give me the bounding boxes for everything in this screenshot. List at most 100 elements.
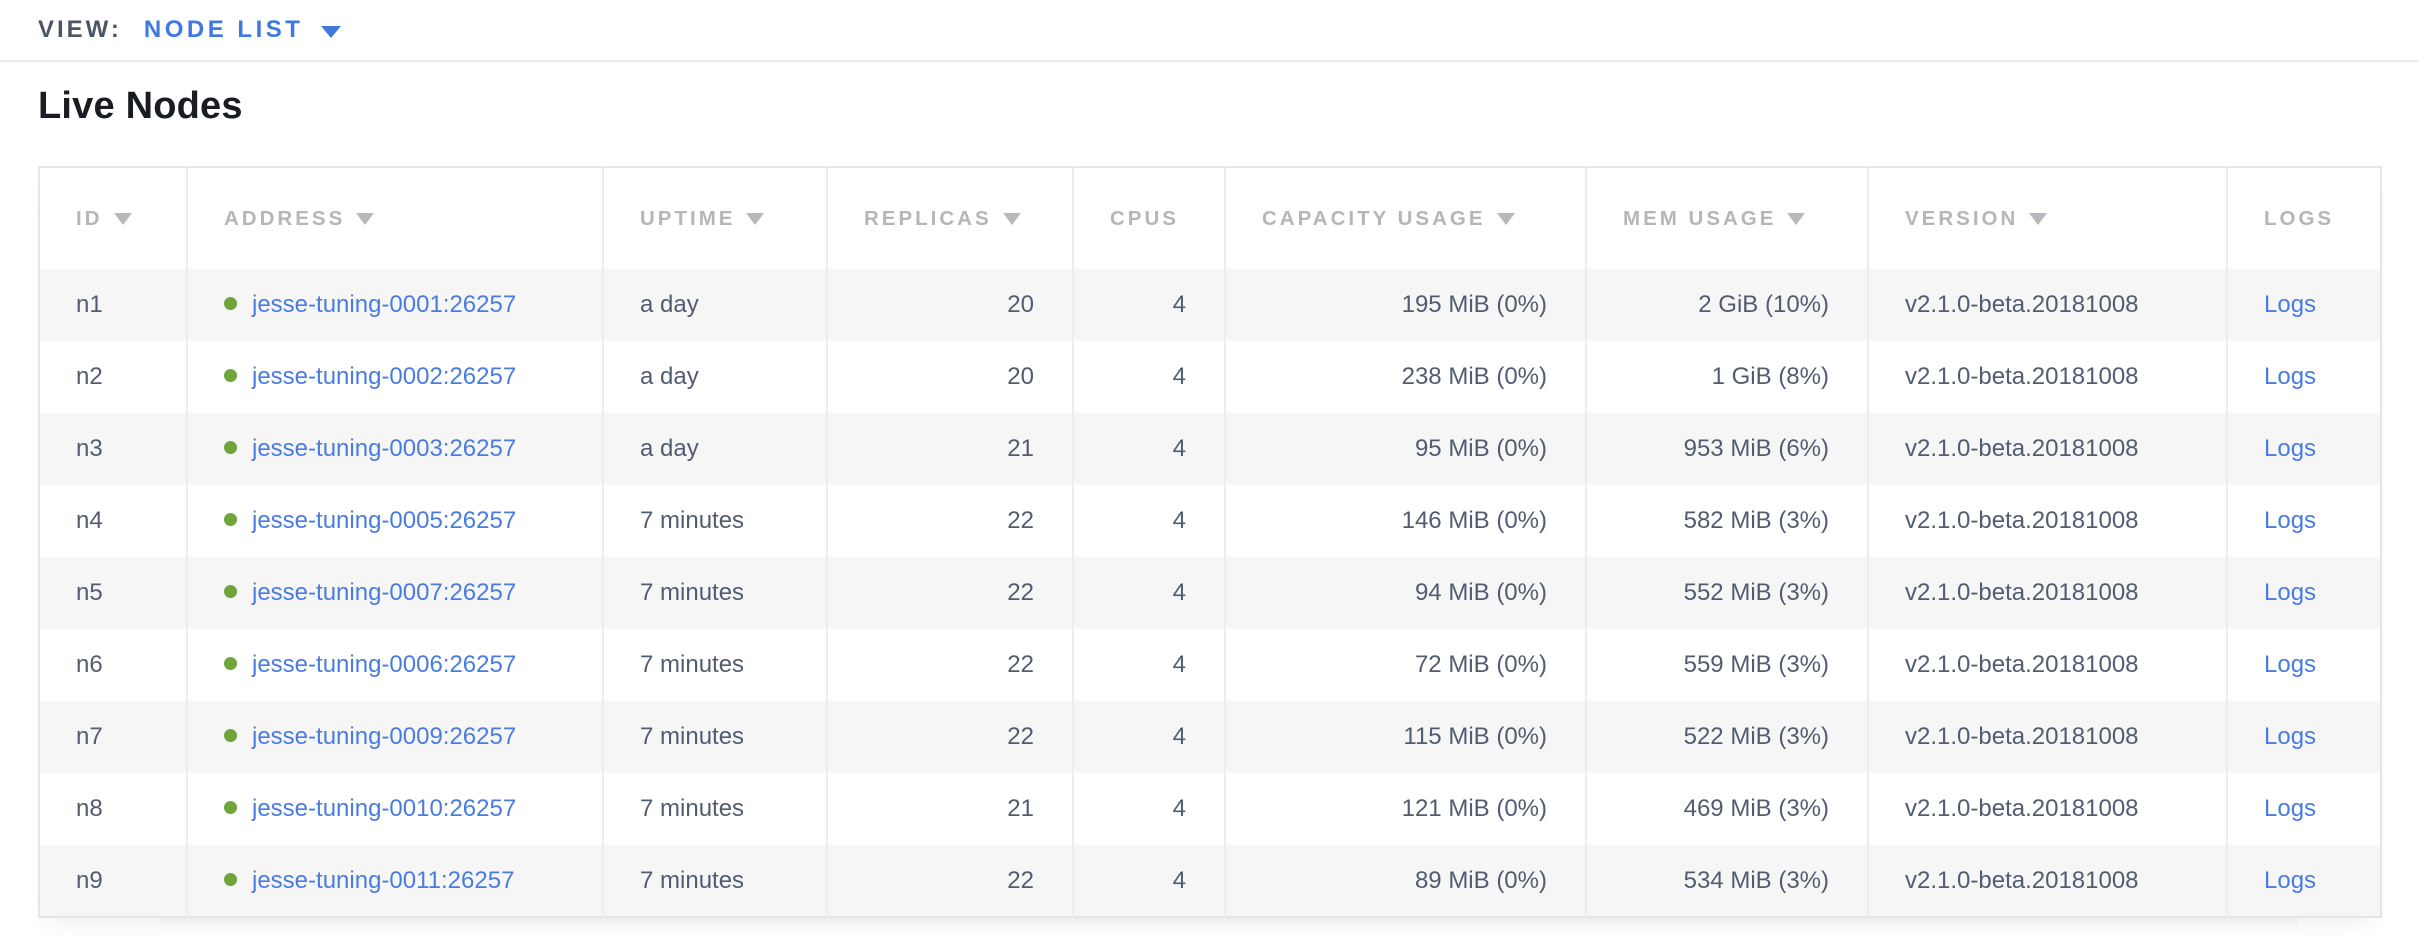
sort-desc-arrow-icon [1496,212,1515,225]
column-header-label: CAPACITY USAGE [1262,206,1486,230]
address-cell: jesse-tuning-0010:26257 [186,773,603,845]
column-header-label: CPUS [1110,206,1179,230]
node-logs-link[interactable]: Logs [2264,435,2317,462]
column-header-replicas[interactable]: REPLICAS [826,167,1073,269]
capacity-cell: 238 MiB (0%) [1224,341,1586,413]
column-header-uptime[interactable]: UPTIME [602,167,827,269]
column-header-label: UPTIME [640,206,736,230]
capacity-cell: 89 MiB (0%) [1224,845,1586,917]
node-logs-link[interactable]: Logs [2264,723,2317,750]
table-row: n3 jesse-tuning-0003:26257 a day 21 4 95 MiB … [39,413,2381,485]
version-cell: v2.1.0-beta.20181008 [1867,773,2227,845]
id-cell: n5 [39,557,187,629]
column-header-label: VERSION [1905,206,2019,230]
table-row: n9 jesse-tuning-0011:26257 7 minutes 22 4 89 … [39,845,2381,917]
node-address-link[interactable]: jesse-tuning-0001:26257 [252,291,517,318]
capacity-cell: 195 MiB (0%) [1224,269,1586,341]
node-logs-link[interactable]: Logs [2264,507,2317,534]
column-header-version[interactable]: VERSION [1867,167,2227,269]
node-address-link[interactable]: jesse-tuning-0007:26257 [252,579,517,606]
logs-cell: Logs [2226,845,2381,917]
table-row: n6 jesse-tuning-0006:26257 7 minutes 22 4 72 … [39,629,2381,701]
live-status-dot-icon [224,729,237,743]
node-logs-link[interactable]: Logs [2264,795,2317,822]
column-header-label: ID [76,206,103,230]
replicas-cell: 20 [826,269,1073,341]
live-status-dot-icon [224,657,237,671]
mem-cell: 2 GiB (10%) [1585,269,1868,341]
cpus-cell: 4 [1072,557,1225,629]
id-cell: n9 [39,845,187,917]
replicas-cell: 22 [826,485,1073,557]
column-header-mem[interactable]: MEM USAGE [1585,167,1868,269]
live-status-dot-icon [224,369,237,383]
node-logs-link[interactable]: Logs [2264,651,2317,678]
node-logs-link[interactable]: Logs [2264,363,2317,390]
column-header-address[interactable]: ADDRESS [186,167,603,269]
capacity-cell: 94 MiB (0%) [1224,557,1586,629]
node-address-link[interactable]: jesse-tuning-0011:26257 [252,866,515,894]
cpus-cell: 4 [1072,701,1225,773]
view-label: VIEW: [38,16,122,43]
id-cell: n3 [39,413,187,485]
table-row: n1 jesse-tuning-0001:26257 a day 20 4 195 MiB… [39,269,2381,341]
column-header-label: ADDRESS [224,206,346,230]
table-row: n5 jesse-tuning-0007:26257 7 minutes 22 4 94 … [39,557,2381,629]
id-cell: n1 [39,269,187,341]
mem-cell: 522 MiB (3%) [1585,701,1868,773]
node-logs-link[interactable]: Logs [2264,579,2317,606]
logs-cell: Logs [2226,269,2381,341]
view-selector-bar: VIEW: NODE LIST [0,0,2418,62]
column-header-capacity[interactable]: CAPACITY USAGE [1224,167,1586,269]
uptime-cell: 7 minutes [602,557,827,629]
version-cell: v2.1.0-beta.20181008 [1867,485,2227,557]
capacity-cell: 121 MiB (0%) [1224,773,1586,845]
address-cell: jesse-tuning-0007:26257 [186,557,603,629]
sort-desc-arrow-icon [746,212,765,225]
logs-cell: Logs [2226,413,2381,485]
column-header-cpus: CPUS [1072,167,1225,269]
capacity-cell: 115 MiB (0%) [1224,701,1586,773]
id-cell: n4 [39,485,187,557]
chevron-down-icon [321,25,342,38]
logs-cell: Logs [2226,485,2381,557]
replicas-cell: 22 [826,845,1073,917]
node-logs-link[interactable]: Logs [2264,866,2317,894]
uptime-cell: 7 minutes [602,701,827,773]
table-body: n1 jesse-tuning-0001:26257 a day 20 4 195 MiB… [39,269,2381,917]
cpus-cell: 4 [1072,485,1225,557]
live-nodes-table: ID ADDRESS UPTIME REPLICAS CPUS CAPACITY USAG… [38,166,2382,918]
view-dropdown[interactable]: NODE LIST [144,16,342,44]
uptime-cell: 7 minutes [602,485,827,557]
mem-cell: 1 GiB (8%) [1585,341,1868,413]
table-row: n8 jesse-tuning-0010:26257 7 minutes 21 4 121… [39,773,2381,845]
address-cell: jesse-tuning-0002:26257 [186,341,603,413]
address-cell: jesse-tuning-0009:26257 [186,701,603,773]
mem-cell: 582 MiB (3%) [1585,485,1868,557]
node-address-link[interactable]: jesse-tuning-0003:26257 [252,435,517,462]
capacity-cell: 72 MiB (0%) [1224,629,1586,701]
mem-cell: 953 MiB (6%) [1585,413,1868,485]
live-status-dot-icon [224,297,237,311]
node-address-link[interactable]: jesse-tuning-0006:26257 [252,651,517,678]
uptime-cell: a day [602,413,827,485]
node-logs-link[interactable]: Logs [2264,291,2317,318]
address-cell: jesse-tuning-0011:26257 [186,845,603,917]
live-status-dot-icon [224,441,237,455]
column-header-label: MEM USAGE [1623,206,1777,230]
column-header-id[interactable]: ID [39,167,187,269]
node-address-link[interactable]: jesse-tuning-0002:26257 [252,363,517,390]
node-address-link[interactable]: jesse-tuning-0009:26257 [252,723,517,750]
address-cell: jesse-tuning-0001:26257 [186,269,603,341]
column-header-label: REPLICAS [864,206,992,230]
version-cell: v2.1.0-beta.20181008 [1867,269,2227,341]
logs-cell: Logs [2226,629,2381,701]
node-address-link[interactable]: jesse-tuning-0005:26257 [252,507,517,534]
mem-cell: 534 MiB (3%) [1585,845,1868,917]
cpus-cell: 4 [1072,629,1225,701]
version-cell: v2.1.0-beta.20181008 [1867,557,2227,629]
node-address-link[interactable]: jesse-tuning-0010:26257 [252,795,517,822]
version-cell: v2.1.0-beta.20181008 [1867,845,2227,917]
logs-cell: Logs [2226,557,2381,629]
live-nodes-table-container: ID ADDRESS UPTIME REPLICAS CPUS CAPACITY USAG… [38,166,2382,918]
